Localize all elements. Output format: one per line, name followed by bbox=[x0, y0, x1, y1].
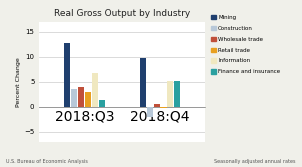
Bar bbox=[153, 104, 160, 107]
Legend: Mining, Construction, Wholesale trade, Retail trade, Information, Finance and in: Mining, Construction, Wholesale trade, R… bbox=[211, 15, 280, 74]
Bar bbox=[92, 73, 98, 107]
Title: Real Gross Output by Industry: Real Gross Output by Industry bbox=[54, 9, 191, 18]
Bar bbox=[167, 81, 173, 107]
Bar bbox=[147, 107, 153, 117]
Text: Seasonally adjusted annual rates: Seasonally adjusted annual rates bbox=[214, 159, 296, 164]
Bar bbox=[140, 58, 146, 107]
Bar bbox=[64, 43, 70, 107]
Bar bbox=[71, 89, 77, 107]
Bar bbox=[99, 100, 105, 107]
Bar bbox=[174, 81, 180, 107]
Y-axis label: Percent Change: Percent Change bbox=[16, 57, 21, 107]
Bar bbox=[160, 107, 167, 108]
Text: U.S. Bureau of Economic Analysis: U.S. Bureau of Economic Analysis bbox=[6, 159, 88, 164]
Bar bbox=[85, 92, 91, 107]
Bar bbox=[78, 87, 84, 107]
